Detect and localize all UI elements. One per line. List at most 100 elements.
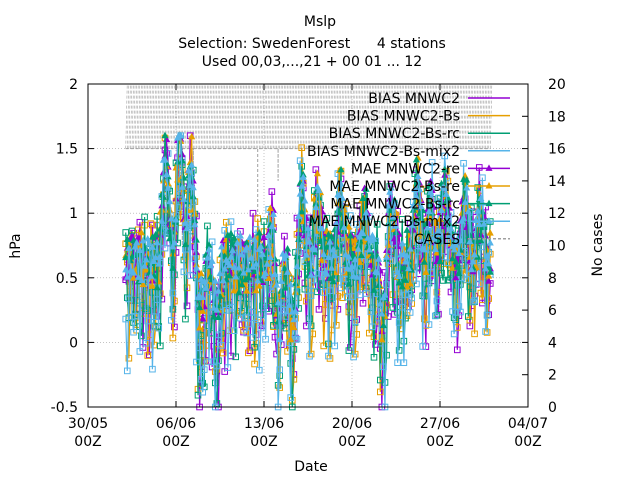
series-point-7: [214, 287, 222, 294]
cases-hatch: [422, 84, 425, 149]
legend-label-8: CASES: [414, 232, 460, 248]
cases-hatch: [299, 84, 302, 149]
series-point-7: [158, 217, 166, 224]
cases-hatch: [249, 84, 252, 149]
series-point-6: [227, 229, 235, 237]
series-point-6: [225, 271, 233, 279]
series-point-7: [274, 298, 282, 306]
series-point-3: [457, 308, 464, 316]
series-point-3: [254, 316, 262, 324]
series-point-3: [348, 293, 356, 300]
cases-hatch: [370, 84, 373, 149]
series-point-2: [141, 213, 148, 221]
series-point-5: [252, 286, 260, 294]
series-point-6: [403, 226, 411, 233]
series-point-3: [276, 366, 284, 374]
series-point-7: [480, 220, 488, 227]
series-point-1: [320, 342, 328, 350]
x-tick-label-date: 13/06: [244, 416, 284, 432]
cases-hatch: [455, 84, 458, 149]
series-point-7: [425, 207, 433, 215]
series-point-7: [447, 224, 455, 232]
x-tick-label-date: 06/06: [156, 416, 196, 432]
cases-hatch: [211, 84, 214, 149]
cases-hatch: [442, 84, 445, 149]
series-point-6: [420, 258, 428, 265]
series-point-3: [196, 344, 203, 352]
series-point-6: [455, 269, 463, 277]
cases-hatch: [486, 84, 489, 149]
series-point-3: [255, 366, 263, 374]
series-point-2: [123, 294, 131, 301]
series-point-6: [346, 231, 354, 239]
series-point-2: [395, 347, 403, 354]
cases-hatch: [221, 84, 224, 149]
cases-hatch: [339, 84, 342, 149]
cases-hatch: [276, 84, 279, 149]
series-point-1: [219, 349, 227, 357]
cases-hatch: [384, 84, 387, 149]
series-point-3: [149, 365, 156, 373]
series-point-7: [145, 240, 153, 247]
cases-hatch: [395, 84, 398, 149]
cases-hatch: [428, 84, 431, 149]
series-point-7: [172, 215, 180, 223]
series-point-7: [167, 214, 175, 222]
series-point-2: [370, 353, 378, 361]
series-point-7: [276, 335, 284, 343]
series-point-7: [420, 245, 428, 253]
series-point-6: [244, 273, 252, 281]
series-point-6: [335, 208, 343, 216]
series-point-5: [416, 195, 424, 202]
cases-hatch: [155, 84, 158, 149]
series-point-7: [197, 275, 205, 282]
cases-hatch: [444, 84, 447, 149]
series-point-6: [284, 244, 292, 252]
cases-hatch: [329, 84, 332, 149]
cases-hatch: [420, 84, 423, 149]
series-point-6: [148, 233, 156, 240]
x-tick-label-hour: 00Z: [338, 434, 365, 450]
cases-hatch: [252, 84, 255, 149]
series-point-2: [345, 347, 353, 354]
series-point-3: [312, 269, 320, 277]
series-point-3: [356, 291, 364, 299]
chart-subtitle-line-2: Used 00,03,...,21 + 00 01 ... 12: [202, 54, 422, 70]
y2-tick-label: 6: [548, 303, 557, 319]
cases-hatch: [434, 84, 438, 149]
cases-hatch: [218, 84, 221, 149]
cases-hatch: [483, 84, 486, 149]
series-point-4: [199, 314, 207, 322]
series-point-7: [203, 254, 211, 261]
x-tick-label-hour: 00Z: [426, 434, 453, 450]
cases-hatch: [141, 84, 144, 149]
series-point-7: [257, 242, 265, 250]
series-point-7: [345, 253, 353, 260]
cases-hatch: [214, 84, 218, 149]
series-point-6: [428, 209, 436, 216]
series-point-7: [150, 257, 158, 265]
cases-hatch: [230, 84, 233, 149]
series-point-6: [452, 257, 460, 265]
cases-hatch: [244, 84, 247, 149]
series-point-6: [169, 264, 177, 271]
cases-hatch: [461, 84, 464, 149]
series-point-7: [302, 251, 310, 258]
series-point-3: [326, 287, 334, 294]
series-point-3: [123, 367, 131, 375]
cases-hatch: [150, 84, 153, 149]
series-point-7: [271, 270, 279, 278]
series-point-7: [318, 224, 326, 232]
series-point-3: [262, 335, 269, 343]
cases-hatch: [447, 84, 450, 149]
cases-hatch: [482, 84, 485, 149]
cases-hatch: [295, 84, 298, 149]
legend-label-0: BIAS MNWC2: [368, 91, 460, 107]
series-point-6: [370, 286, 378, 293]
mae-series-layer: [122, 131, 494, 343]
series-point-5: [304, 254, 312, 262]
cases-hatch: [227, 84, 230, 149]
x-tick-label-date: 04/07: [508, 416, 548, 432]
series-point-0: [268, 188, 276, 195]
